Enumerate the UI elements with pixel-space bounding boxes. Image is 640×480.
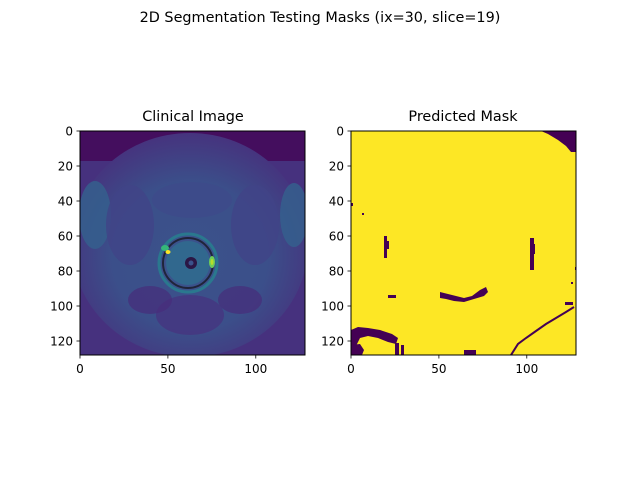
clinical-image-y-axis: 0 20 40 60 80 100 120	[50, 125, 80, 349]
clinical-image-ytick-label: 60	[58, 230, 73, 244]
clinical-image-ytick-label: 20	[58, 160, 73, 174]
predicted-mask-xtick-label: 50	[431, 362, 446, 376]
clinical-image-x-axis: 0 50 100	[76, 355, 267, 376]
predicted-mask-ytick-label: 60	[329, 230, 344, 244]
clinical-image-title: Clinical Image	[142, 109, 244, 125]
clinical-image-ytick-label: 40	[58, 195, 73, 209]
clinical-image-ytick-label: 120	[50, 335, 73, 349]
clinical-image-xtick-label: 100	[244, 362, 267, 376]
predicted-mask-ytick-label: 100	[321, 300, 344, 314]
predicted-mask-ytick-label: 20	[329, 160, 344, 174]
clinical-image-xtick-label: 50	[160, 362, 175, 376]
predicted-mask-xtick-label: 0	[347, 362, 355, 376]
predicted-mask-panel: Predicted Mask	[321, 109, 576, 376]
predicted-mask-x-axis: 0 50 100	[347, 355, 538, 376]
predicted-mask-heatmap	[351, 131, 576, 355]
clinical-image-heatmap	[72, 131, 308, 357]
clinical-image-xtick-label: 0	[76, 362, 84, 376]
predicted-mask-ytick-label: 80	[329, 265, 344, 279]
clinical-image-ytick-label: 0	[65, 125, 73, 139]
predicted-mask-ytick-label: 40	[329, 195, 344, 209]
clinical-image-ytick-label: 80	[58, 265, 73, 279]
figure-title: 2D Segmentation Testing Masks (ix=30, sl…	[140, 10, 501, 26]
predicted-mask-ytick-label: 0	[336, 125, 344, 139]
clinical-image-panel: Clinical Image	[50, 109, 308, 376]
clinical-image-ytick-label: 100	[50, 300, 73, 314]
predicted-mask-ytick-label: 120	[321, 335, 344, 349]
predicted-mask-title: Predicted Mask	[408, 109, 518, 125]
predicted-mask-xtick-label: 100	[515, 362, 538, 376]
predicted-mask-y-axis: 0 20 40 60 80 100 120	[321, 125, 351, 349]
